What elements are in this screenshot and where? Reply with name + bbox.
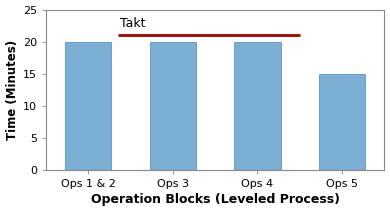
Bar	[149, 42, 196, 170]
Bar	[234, 42, 281, 170]
Text: Takt: Takt	[119, 17, 145, 30]
Bar	[319, 74, 365, 170]
X-axis label: Operation Blocks (Leveled Process): Operation Blocks (Leveled Process)	[90, 193, 340, 206]
Y-axis label: Time (Minutes): Time (Minutes)	[5, 40, 19, 140]
Bar	[65, 42, 112, 170]
